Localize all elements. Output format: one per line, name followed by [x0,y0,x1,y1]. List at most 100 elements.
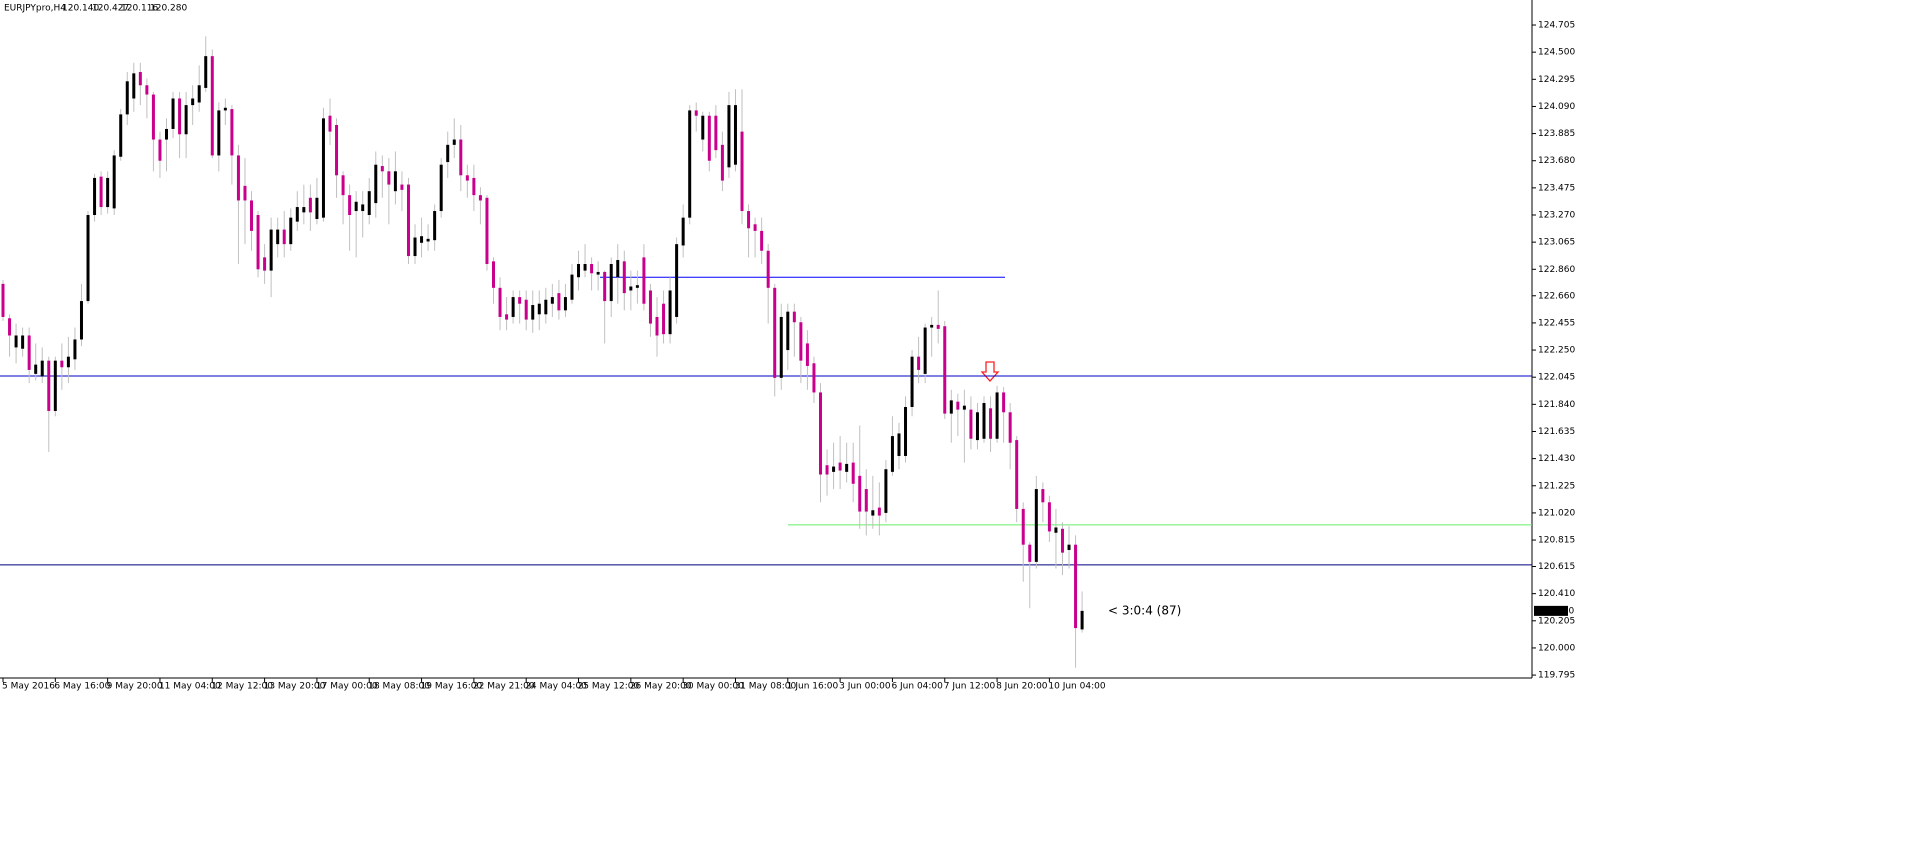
candle-body [851,462,855,484]
candle-body [138,72,142,86]
y-tick-label: 122.860 [1538,265,1575,275]
y-tick-label: 123.475 [1538,183,1575,193]
candle-body [1021,508,1025,545]
candle-body [73,339,77,360]
candle-body [596,271,600,275]
header-high: 120.427 [92,4,129,14]
candle-body [871,510,875,516]
candle-body [165,128,168,140]
candle-body [544,299,548,315]
candle-body [459,139,463,176]
candle-body [1047,502,1051,532]
y-tick-label: 123.270 [1538,211,1575,221]
candle-body [616,260,620,278]
candle-body [112,155,116,209]
candle-body [792,311,796,323]
candle-body [577,263,581,278]
candle-body [786,311,790,351]
candle-body [917,356,921,370]
candle-body [890,436,894,472]
candle-body [250,200,254,231]
x-tick-label: 10 Jun 04:00 [1048,682,1105,692]
candle-body [295,207,299,222]
candle-body [465,175,469,181]
candle-body [1074,544,1078,629]
candle-body [21,335,25,349]
candle-body [328,115,332,132]
candle-body [400,184,404,190]
candle-body [197,85,201,103]
candle-body [825,465,829,475]
candle-body [812,363,816,393]
candle-body [178,98,182,135]
candle-body [707,115,711,161]
candle-body [498,287,502,317]
candle-body [590,263,594,274]
y-tick-label: 120.000 [1538,643,1575,653]
last-price-box [1534,605,1568,616]
x-tick-label: 5 May 2016 [2,682,55,692]
candle-body [145,85,149,95]
candle-body [989,408,993,439]
y-tick-label: 122.250 [1538,346,1575,356]
y-tick-label: 121.020 [1538,508,1575,518]
symbol: EURJPYpro,H4 [4,4,66,14]
x-tick-label: 22 May 21:00 [473,682,535,692]
y-tick-label: 122.045 [1538,373,1575,383]
candle-body [66,356,70,368]
candle-body [40,360,44,377]
candle-body [171,98,175,129]
y-tick-label: 124.500 [1538,48,1575,58]
candle-body [747,211,751,229]
candle-body [269,229,273,271]
candle-body [635,285,639,288]
candle-body [236,155,240,201]
candle-body [930,324,934,328]
y-tick-label: 121.225 [1538,481,1575,491]
candle-body [210,56,214,156]
y-tick-label: 123.885 [1538,129,1575,139]
candle-body [420,236,424,243]
candle-body [537,303,541,315]
candle-body [838,462,842,471]
candle-body [426,238,430,242]
candle-body [511,297,515,317]
candle-body [485,197,489,264]
x-tick-label: 6 Jun 04:00 [891,682,943,692]
last-price-label: 120.280 [1537,606,1574,616]
candle-body [858,475,862,512]
candle-body [34,364,38,374]
candle-body [1034,489,1038,562]
candle-body [563,297,567,311]
candle-body [47,360,51,411]
candle-body [701,115,705,140]
candle-body [354,201,358,212]
candle-body [819,392,822,475]
candle-body [505,314,509,320]
candle-body [79,301,83,340]
x-tick-label: 24 May 04:00 [525,682,587,692]
x-tick-label: 12 May 12:00 [211,682,273,692]
candle-body [315,197,319,219]
candle-body [151,94,155,140]
x-tick-label: 11 May 04:00 [159,682,221,692]
x-tick-label: 7 Jun 12:00 [944,682,996,692]
candle-body [864,489,868,512]
x-tick-label: 18 May 08:00 [368,682,430,692]
candle-body [884,469,888,513]
candle-body [570,274,574,300]
annotation: < 3:0:4 (87) [1108,604,1181,618]
candle-body [86,215,90,302]
header: EURJPYpro,H4 120.140 120.427 120.116 120… [4,4,187,14]
header-low: 120.116 [121,4,158,14]
candle-body [276,229,280,245]
candle-body [727,105,731,168]
candle-body [760,230,764,251]
candle-body [779,316,783,378]
candle-body [53,360,57,411]
candle-body [478,195,482,201]
candle-body [609,263,613,302]
y-tick-label: 123.680 [1538,156,1575,166]
candle-body [158,139,162,161]
